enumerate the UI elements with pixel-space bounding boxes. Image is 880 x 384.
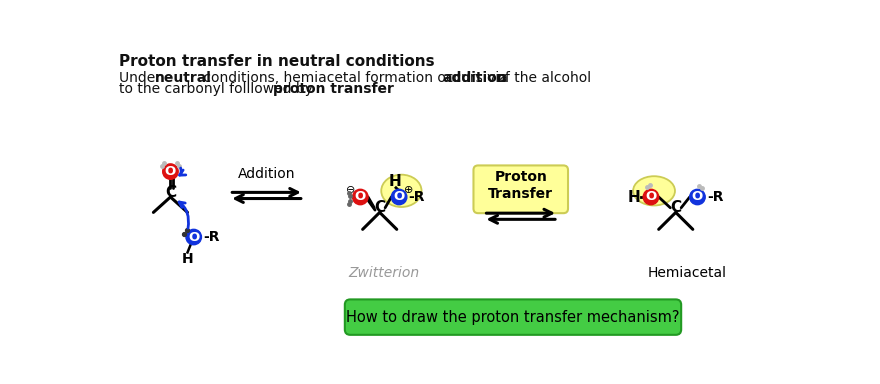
- Text: conditions, hemiacetal formation occurs via: conditions, hemiacetal formation occurs …: [199, 71, 512, 85]
- Text: -R: -R: [707, 190, 723, 204]
- Text: H: H: [627, 189, 641, 205]
- Text: Under: Under: [120, 71, 165, 85]
- Circle shape: [690, 189, 705, 205]
- Text: ⊖: ⊖: [346, 185, 355, 195]
- Circle shape: [353, 189, 368, 205]
- Text: ⊕: ⊕: [405, 185, 414, 195]
- Text: Hemiacetal: Hemiacetal: [648, 265, 727, 280]
- Text: O: O: [355, 190, 366, 204]
- Text: O: O: [393, 190, 405, 204]
- Text: Zwitterion: Zwitterion: [348, 265, 419, 280]
- Circle shape: [186, 229, 202, 245]
- Text: O: O: [165, 165, 176, 178]
- Text: How to draw the proton transfer mechanism?: How to draw the proton transfer mechanis…: [346, 310, 679, 324]
- Circle shape: [392, 189, 407, 205]
- Ellipse shape: [633, 176, 675, 205]
- Text: to the carbonyl folllowed by: to the carbonyl folllowed by: [120, 82, 318, 96]
- FancyBboxPatch shape: [473, 166, 568, 213]
- Text: C: C: [671, 200, 681, 215]
- Text: neutral: neutral: [155, 71, 212, 85]
- Ellipse shape: [381, 175, 422, 207]
- Circle shape: [163, 164, 178, 179]
- Text: C: C: [165, 185, 176, 200]
- Text: O: O: [188, 230, 200, 243]
- Text: O: O: [645, 190, 656, 204]
- Text: -R: -R: [203, 230, 219, 244]
- FancyBboxPatch shape: [345, 300, 681, 335]
- Text: addition: addition: [442, 71, 507, 85]
- Circle shape: [643, 189, 659, 205]
- Text: H: H: [181, 252, 194, 266]
- Text: -R: -R: [408, 190, 425, 204]
- Text: C: C: [374, 200, 385, 215]
- Text: proton transfer: proton transfer: [273, 82, 394, 96]
- Text: H: H: [389, 174, 401, 189]
- Text: O: O: [692, 190, 703, 204]
- Text: of the alcohol: of the alcohol: [492, 71, 591, 85]
- Text: Proton transfer in neutral conditions: Proton transfer in neutral conditions: [120, 54, 435, 69]
- Text: Proton
Transfer: Proton Transfer: [488, 170, 554, 200]
- Text: Addition: Addition: [238, 167, 296, 181]
